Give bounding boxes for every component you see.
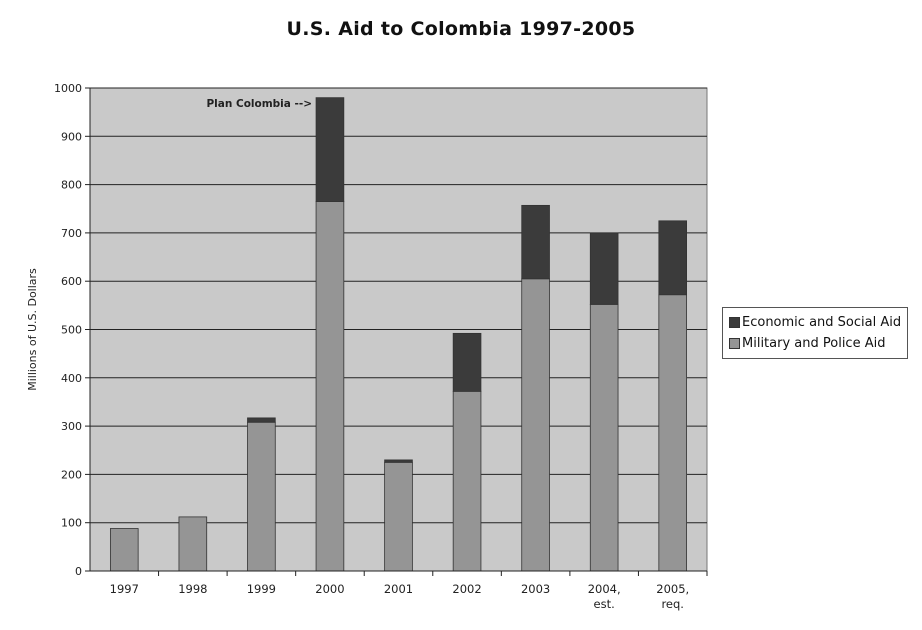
bar-economic-social-aid: [247, 417, 276, 423]
y-tick-label: 100: [61, 517, 82, 530]
y-tick-label: 800: [61, 179, 82, 192]
bar-military-police-aid: [109, 528, 139, 572]
x-tick-label: 2003: [521, 582, 550, 596]
y-tick-label: 900: [61, 130, 82, 143]
bar-military-police-aid: [315, 201, 345, 572]
x-tick-label: 2004,: [588, 582, 621, 596]
bar-economic-social-aid: [384, 459, 413, 463]
x-tick-label: 1999: [247, 582, 276, 596]
y-axis-label: Millions of U.S. Dollars: [26, 268, 39, 391]
legend-item: Military and Police Aid: [729, 333, 901, 354]
x-tick-label: 1997: [110, 582, 139, 596]
bar-military-police-aid: [589, 303, 619, 572]
axes: [85, 87, 708, 576]
y-tick-label: 500: [61, 324, 82, 337]
y-tick-label: 700: [61, 227, 82, 240]
x-tick-label: 2005,: [656, 582, 689, 596]
x-tick-label: req.: [661, 597, 684, 611]
bar-economic-social-aid: [589, 232, 619, 305]
legend: Economic and Social Aid Military and Pol…: [722, 307, 909, 359]
bar-military-police-aid: [521, 278, 550, 572]
legend-label-military: Military and Police Aid: [742, 336, 886, 351]
bars: [109, 97, 688, 572]
bar-military-police-aid: [178, 516, 208, 572]
x-tick-label: est.: [594, 597, 615, 611]
y-tick-label: 200: [61, 468, 82, 481]
y-tick-label: 600: [61, 275, 82, 288]
legend-label-economic: Economic and Social Aid: [742, 315, 902, 330]
legend-swatch-military: [729, 338, 740, 349]
legend-swatch-economic: [729, 317, 740, 328]
bar-economic-social-aid: [658, 220, 688, 296]
y-tick-label: 0: [75, 565, 82, 578]
bar-military-police-aid: [384, 461, 413, 572]
plan-colombia-annotation: Plan Colombia -->: [206, 98, 312, 110]
bar-military-police-aid: [658, 294, 688, 572]
y-tick-label: 400: [61, 372, 82, 385]
chart-title: U.S. Aid to Colombia 1997-2005: [286, 18, 636, 40]
x-tick-label: 1998: [178, 582, 207, 596]
bar-military-police-aid: [452, 390, 482, 572]
bar-economic-social-aid: [315, 97, 345, 202]
bar-military-police-aid: [247, 421, 276, 572]
bar-economic-social-aid: [521, 204, 550, 280]
x-tick-label: 2000: [315, 582, 344, 596]
bar-economic-social-aid: [452, 332, 482, 392]
y-tick-label: 300: [61, 420, 82, 433]
legend-item: Economic and Social Aid: [729, 312, 901, 333]
y-tick-labels: 0 100 200 300 400 500 600 700 800 900 1000: [54, 82, 82, 578]
x-tick-label: 2001: [384, 582, 413, 596]
y-tick-label: 1000: [54, 82, 82, 95]
x-tick-labels: 1997 1998 1999 2000 2001 2002 2003 2004,est. 200…: [110, 582, 690, 611]
x-tick-label: 2002: [452, 582, 481, 596]
